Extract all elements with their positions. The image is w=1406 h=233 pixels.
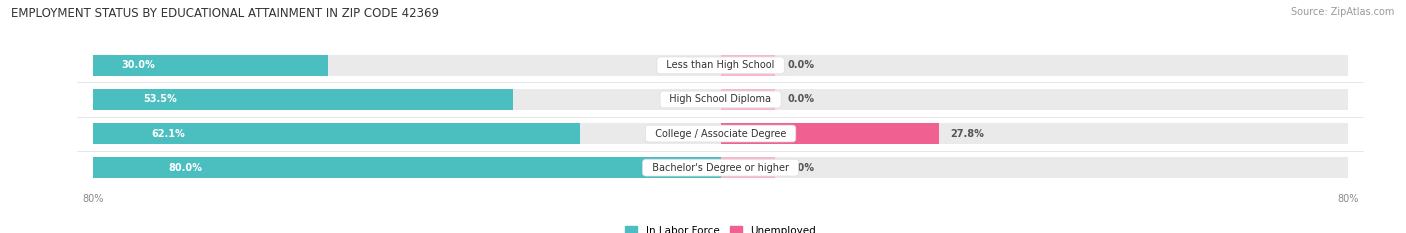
Text: College / Associate Degree: College / Associate Degree (648, 129, 793, 139)
Text: 0.0%: 0.0% (787, 60, 814, 70)
Bar (93, 123, 581, 144)
Text: 80.0%: 80.0% (169, 163, 202, 173)
Text: High School Diploma: High School Diploma (664, 94, 778, 104)
Bar (721, 89, 776, 110)
Bar (93, 55, 329, 76)
Text: 30.0%: 30.0% (121, 60, 155, 70)
Text: EMPLOYMENT STATUS BY EDUCATIONAL ATTAINMENT IN ZIP CODE 42369: EMPLOYMENT STATUS BY EDUCATIONAL ATTAINM… (11, 7, 439, 20)
Text: Source: ZipAtlas.com: Source: ZipAtlas.com (1291, 7, 1395, 17)
Bar (93, 89, 513, 110)
Text: 0.0%: 0.0% (787, 163, 814, 173)
Bar (721, 123, 939, 144)
Text: Less than High School: Less than High School (661, 60, 780, 70)
Bar (93, 157, 721, 178)
Bar (93, 89, 1348, 110)
Text: Bachelor's Degree or higher: Bachelor's Degree or higher (645, 163, 796, 173)
Legend: In Labor Force, Unemployed: In Labor Force, Unemployed (620, 222, 821, 233)
Bar (93, 123, 1348, 144)
Text: 62.1%: 62.1% (152, 129, 186, 139)
Bar (721, 55, 776, 76)
Text: 27.8%: 27.8% (950, 129, 984, 139)
Text: 0.0%: 0.0% (787, 94, 814, 104)
Text: 53.5%: 53.5% (143, 94, 177, 104)
Bar (93, 157, 1348, 178)
Bar (93, 55, 1348, 76)
Bar (721, 157, 776, 178)
